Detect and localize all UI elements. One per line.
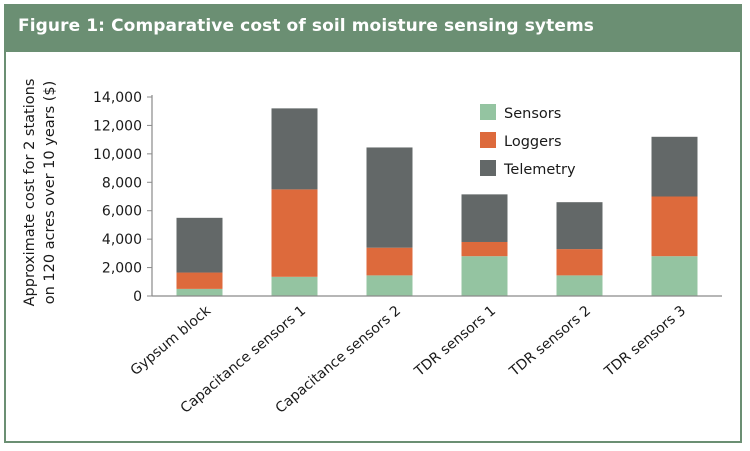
legend-label: Sensors [504, 106, 561, 122]
bar-segment-sensors [651, 256, 698, 296]
bar-segment-telemetry [366, 147, 413, 248]
bar-segment-telemetry [176, 217, 223, 273]
y-tick-label: 4,000 [102, 232, 142, 248]
bar-segment-sensors [366, 275, 413, 296]
bars [176, 108, 698, 296]
bar-segment-loggers [271, 189, 318, 277]
figure-title: Figure 1: Comparative cost of soil moist… [18, 16, 594, 36]
x-tick-label: TDR sensors 3 [601, 303, 689, 381]
bar-segment-telemetry [556, 202, 603, 250]
figure-header: Figure 1: Comparative cost of soil moist… [6, 6, 740, 52]
bar-segment-telemetry [651, 136, 698, 197]
stacked-bar-chart: Approximate cost for 2 stations on 120 ac… [22, 79, 722, 417]
legend-label: Telemetry [503, 162, 576, 178]
y-tick-label: 10,000 [93, 147, 142, 163]
bar-segment-loggers [556, 249, 603, 276]
bar-segment-telemetry [461, 194, 508, 242]
bar-segment-loggers [366, 247, 413, 276]
legend: Sensors Loggers Telemetry [480, 104, 576, 178]
bar-segment-sensors [271, 276, 318, 296]
bar-segment-sensors [176, 288, 223, 296]
bar-segment-sensors [556, 275, 603, 296]
y-axis-label-line: Approximate cost for 2 stations [22, 79, 38, 307]
y-tick-label: 2,000 [102, 261, 142, 277]
y-tick-label: 8,000 [102, 175, 142, 191]
bar-segment-loggers [176, 272, 223, 289]
y-tick-label: 0 [133, 289, 142, 305]
y-axis-label: Approximate cost for 2 stations on 120 ac… [22, 79, 58, 307]
x-tick-label: Gypsum block [128, 302, 215, 379]
y-tick-label: 12,000 [93, 118, 142, 134]
bar-segment-loggers [651, 196, 698, 257]
bar-segment-telemetry [271, 108, 318, 190]
x-tick-label: TDR sensors 1 [411, 303, 499, 381]
legend-swatch-telemetry [480, 160, 496, 176]
x-tick-label: TDR sensors 2 [506, 303, 594, 381]
legend-swatch-sensors [480, 104, 496, 120]
y-axis-ticks: 0 2,000 4,000 6,000 8,000 10,000 12,000 14,000 [93, 90, 152, 305]
y-axis-label-line: on 120 acres over 10 years ($) [42, 81, 58, 305]
bar-segment-loggers [461, 241, 508, 257]
bar-segment-sensors [461, 256, 508, 296]
y-tick-label: 6,000 [102, 204, 142, 220]
axes [151, 95, 722, 297]
y-tick-label: 14,000 [93, 90, 142, 106]
figure-frame: Figure 1: Comparative cost of soil moist… [4, 4, 742, 443]
legend-label: Loggers [504, 134, 562, 150]
legend-swatch-loggers [480, 132, 496, 148]
